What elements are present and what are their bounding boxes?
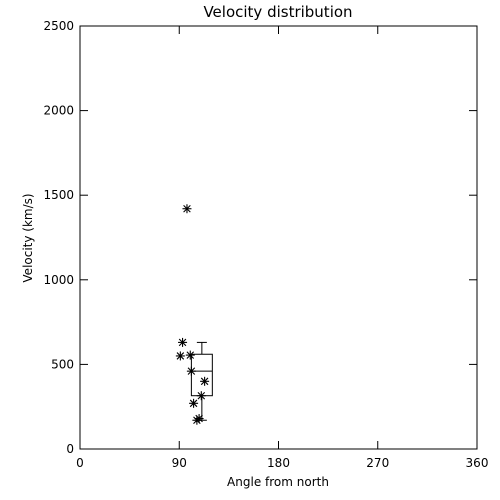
x-axis-label: Angle from north bbox=[227, 475, 329, 489]
point-stroke bbox=[200, 377, 209, 386]
x-tick-label: 270 bbox=[366, 456, 389, 470]
point-stroke bbox=[187, 367, 196, 375]
data-point bbox=[186, 366, 196, 376]
point-stroke bbox=[183, 204, 191, 213]
y-tick-label: 0 bbox=[66, 442, 74, 456]
data-point bbox=[182, 204, 192, 214]
point-stroke bbox=[193, 416, 201, 424]
point-stroke bbox=[176, 352, 185, 360]
x-tick-label: 90 bbox=[172, 456, 187, 470]
x-tick-label: 0 bbox=[76, 456, 84, 470]
data-point bbox=[200, 376, 210, 386]
point-stroke bbox=[189, 399, 198, 408]
y-tick-label: 1500 bbox=[43, 188, 74, 202]
box-iqr bbox=[190, 353, 213, 397]
point-stroke bbox=[197, 391, 206, 400]
data-point bbox=[185, 350, 195, 360]
data-point bbox=[175, 351, 185, 361]
y-tick-label: 500 bbox=[51, 357, 74, 371]
x-tick-label: 360 bbox=[466, 456, 489, 470]
x-tick-label: 180 bbox=[267, 456, 290, 470]
y-axis-label: Velocity (km/s) bbox=[21, 193, 35, 282]
data-point bbox=[178, 337, 188, 347]
plot-frame bbox=[79, 25, 478, 450]
data-points bbox=[175, 204, 210, 425]
point-stroke bbox=[178, 338, 187, 347]
data-point bbox=[189, 398, 199, 408]
y-tick-label: 2500 bbox=[43, 19, 74, 33]
data-point bbox=[196, 391, 206, 401]
axis-tick-labels: 0 90 180 270 360 0 500 1000 1500 2000 2500 bbox=[43, 19, 488, 470]
y-tick-label: 1000 bbox=[43, 273, 74, 287]
point-stroke bbox=[186, 351, 195, 359]
chart-title: Velocity distribution bbox=[203, 3, 352, 21]
data-point bbox=[192, 415, 202, 425]
y-tick-label: 2000 bbox=[43, 104, 74, 118]
axis-ticks bbox=[79, 25, 478, 450]
